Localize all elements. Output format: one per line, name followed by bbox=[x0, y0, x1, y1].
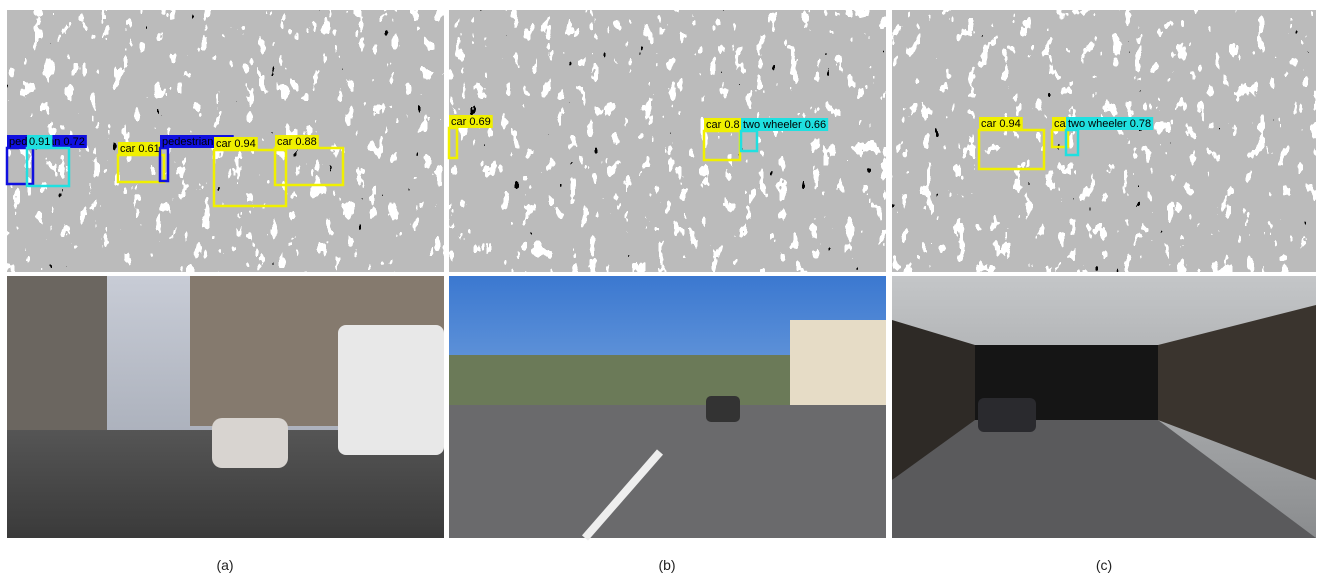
detection-label: car 0.61 bbox=[120, 143, 160, 155]
panel-caption: (b) bbox=[658, 557, 675, 573]
detection-label: car 0.94 bbox=[216, 138, 256, 150]
lane-marking bbox=[581, 449, 664, 541]
detection-label: car 0.8 bbox=[706, 119, 740, 131]
captions: (a) (b) (c) bbox=[216, 557, 1112, 573]
building bbox=[790, 320, 886, 410]
detection-label: two wheeler 0.66 bbox=[743, 119, 826, 131]
detection-label: car 0.69 bbox=[451, 116, 491, 128]
label-background bbox=[741, 118, 829, 131]
label-background bbox=[27, 135, 53, 148]
bus bbox=[338, 325, 444, 455]
panel-caption: (a) bbox=[216, 557, 233, 573]
rgb-images bbox=[7, 276, 1316, 541]
car bbox=[212, 418, 288, 468]
wall bbox=[1158, 305, 1316, 480]
detection-label: car 0.94 bbox=[981, 118, 1021, 130]
label-background bbox=[1066, 117, 1154, 130]
label-background bbox=[449, 115, 493, 128]
label-background bbox=[118, 142, 162, 155]
event-image bbox=[892, 10, 1316, 272]
label-background bbox=[275, 135, 319, 148]
car bbox=[706, 396, 740, 422]
event-images bbox=[7, 10, 1316, 272]
detection-label: car 0.88 bbox=[277, 136, 317, 148]
detection-label: 0.91 bbox=[29, 136, 50, 148]
event-image bbox=[449, 10, 886, 272]
building bbox=[7, 276, 107, 436]
road bbox=[449, 405, 886, 538]
panel-caption: (c) bbox=[1096, 557, 1112, 573]
car bbox=[978, 398, 1036, 432]
label-background bbox=[979, 117, 1023, 130]
road bbox=[892, 420, 1316, 538]
detection-label: two wheeler 0.78 bbox=[1068, 118, 1151, 130]
detection-label: ca bbox=[1054, 118, 1067, 130]
label-background bbox=[214, 137, 258, 150]
label-background bbox=[704, 118, 742, 131]
label-background bbox=[1052, 117, 1068, 130]
